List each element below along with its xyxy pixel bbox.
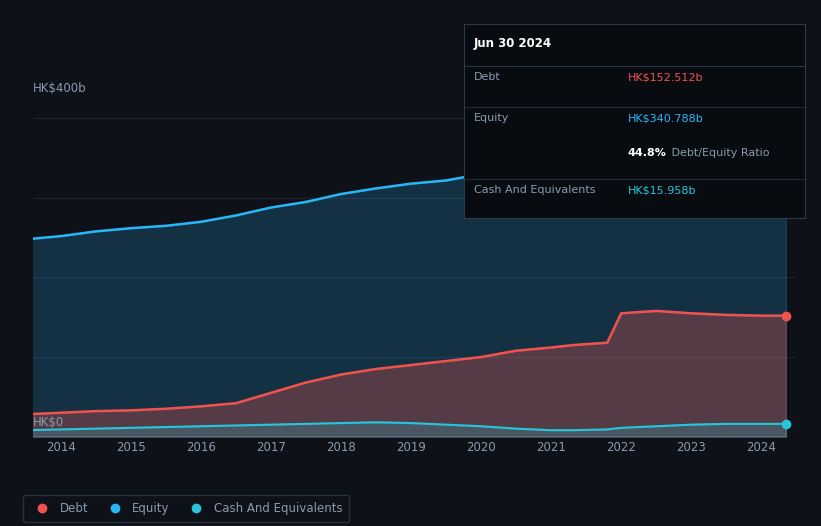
Legend: Debt, Equity, Cash And Equivalents: Debt, Equity, Cash And Equivalents: [24, 495, 349, 522]
Text: HK$0: HK$0: [33, 416, 64, 429]
Text: HK$400b: HK$400b: [33, 82, 86, 95]
Text: Jun 30 2024: Jun 30 2024: [474, 37, 553, 50]
Text: HK$15.958b: HK$15.958b: [627, 185, 696, 195]
Text: Equity: Equity: [474, 113, 510, 123]
Text: 44.8%: 44.8%: [627, 148, 667, 158]
Text: Debt: Debt: [474, 73, 501, 83]
Text: Debt/Equity Ratio: Debt/Equity Ratio: [668, 148, 770, 158]
Text: HK$340.788b: HK$340.788b: [627, 113, 703, 123]
Text: Cash And Equivalents: Cash And Equivalents: [474, 185, 595, 195]
Text: HK$152.512b: HK$152.512b: [627, 73, 703, 83]
